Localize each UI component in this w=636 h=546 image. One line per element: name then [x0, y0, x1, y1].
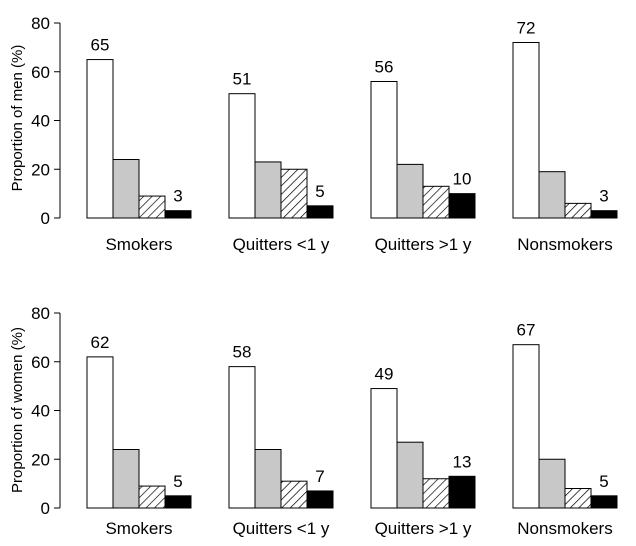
- y-tick-label: 40: [31, 402, 50, 421]
- bar-hatched: [564, 202, 592, 219]
- category-label: Quitters >1 y: [375, 235, 472, 254]
- category-label: Nonsmokers: [517, 519, 612, 538]
- y-axis-title: Proportion of men (%): [9, 45, 26, 192]
- data-label: 5: [315, 182, 324, 201]
- bar-black: [306, 205, 334, 219]
- bar-white: [228, 366, 256, 509]
- bar-white: [512, 42, 540, 219]
- bar-white: [86, 356, 114, 509]
- data-label: 5: [173, 472, 182, 491]
- women-chart-panel: Proportion of women (%) 0 20 40 60 80 Smokers…: [9, 304, 618, 538]
- bar-hatched: [280, 480, 308, 509]
- y-tick-label: 60: [31, 63, 50, 82]
- y-tick-label: 0: [41, 499, 50, 518]
- bar-hatched: [138, 195, 166, 219]
- bar-white: [370, 388, 398, 509]
- category-label: Quitters <1 y: [233, 235, 330, 254]
- bar-hatched: [138, 485, 166, 509]
- y-tick-label: 80: [31, 304, 50, 323]
- y-tick-label: 60: [31, 353, 50, 372]
- category-label: Quitters >1 y: [375, 519, 472, 538]
- bar-black: [590, 495, 618, 509]
- bar-hatched: [422, 478, 450, 509]
- data-label: 10: [453, 170, 472, 189]
- y-tick-label: 20: [31, 450, 50, 469]
- bar-gray: [396, 163, 424, 219]
- data-label: 7: [315, 467, 324, 486]
- men-chart-panel: Proportion of men (%) 0 20 40 60 80 Smokers Qu…: [9, 14, 618, 254]
- data-label: 65: [91, 36, 110, 55]
- bar-white: [228, 93, 256, 219]
- y-tick-label: 0: [41, 209, 50, 228]
- bar-gray: [112, 159, 140, 219]
- data-label: 13: [453, 452, 472, 471]
- data-label: 67: [517, 321, 536, 340]
- y-tick-label: 20: [31, 160, 50, 179]
- bar-black: [448, 193, 476, 219]
- bar-white: [86, 59, 114, 219]
- bar-gray: [538, 171, 566, 219]
- data-label: 62: [91, 333, 110, 352]
- category-label: Smokers: [105, 519, 172, 538]
- bar-black: [164, 210, 192, 219]
- data-label: 56: [375, 58, 394, 77]
- bar-black: [448, 475, 476, 509]
- category-label: Quitters <1 y: [233, 519, 330, 538]
- y-tick-label: 80: [31, 14, 50, 33]
- data-label: 51: [233, 70, 252, 89]
- bar-gray: [396, 441, 424, 509]
- data-label: 3: [173, 187, 182, 206]
- category-label: Nonsmokers: [517, 235, 612, 254]
- data-label: 58: [233, 343, 252, 362]
- data-label: 5: [599, 472, 608, 491]
- data-label: 72: [517, 19, 536, 38]
- bar-black: [306, 490, 334, 509]
- bar-hatched: [422, 185, 450, 219]
- bar-white: [512, 344, 540, 509]
- bar-gray: [254, 449, 282, 509]
- category-label: Smokers: [105, 235, 172, 254]
- data-label: 49: [375, 365, 394, 384]
- data-label: 3: [599, 187, 608, 206]
- bar-gray: [538, 458, 566, 509]
- bar-black: [164, 495, 192, 509]
- bar-white: [370, 81, 398, 219]
- y-tick-label: 40: [31, 112, 50, 131]
- bar-hatched: [280, 168, 308, 219]
- bar-gray: [254, 161, 282, 219]
- bar-gray: [112, 449, 140, 509]
- bar-black: [590, 210, 618, 219]
- bar-hatched: [564, 488, 592, 509]
- y-axis-title: Proportion of women (%): [9, 327, 26, 493]
